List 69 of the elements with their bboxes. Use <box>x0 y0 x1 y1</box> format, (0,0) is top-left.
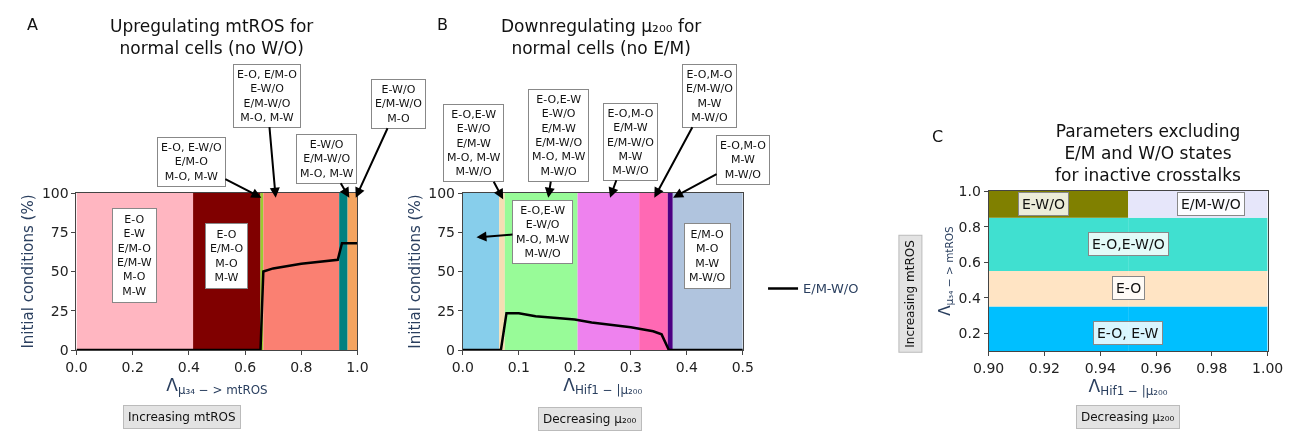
x-tick-label: 0.90 <box>973 359 1005 376</box>
annotation: E-O,M-O E/M-W/O M-W M-W/O <box>686 68 734 124</box>
annotation: E-W/O E/M-W/O M-O <box>375 83 423 125</box>
x-tick-label: 0.96 <box>1140 359 1172 376</box>
x-tick-label: 0.4 <box>675 358 699 375</box>
chart-title: Downregulating μ₂₀₀ for normal cells (no E/M) <box>501 16 702 59</box>
band-label: E-O E/M-O M-O M-W <box>210 228 244 284</box>
y-tick-label: 0.6 <box>958 254 981 271</box>
line-series <box>76 242 358 351</box>
y-tick-label: 25 <box>50 302 69 319</box>
annotation: E-O,E-W E-W/O E/M-W E/M-W/O M-O, M-W M-W/O <box>532 93 586 178</box>
x-tick-label: 1.00 <box>1252 359 1284 376</box>
y-tick-label: 50 <box>437 263 455 280</box>
text: B <box>437 15 448 34</box>
x-tick-label: 0.0 <box>451 358 474 375</box>
y-axis-title: Initial conditions (%) <box>19 194 38 349</box>
y-tick-label: 75 <box>437 224 455 241</box>
x-tick-label: 0.2 <box>563 358 586 375</box>
x-tick-label: 0.6 <box>233 358 257 375</box>
annotation: E-O,E-W E-W/O M-O, M-W M-W/O <box>516 204 570 260</box>
text: C <box>932 127 944 146</box>
y-axis-title: Initial conditions (%) <box>405 194 424 349</box>
annotation: E-O, E/M-O E-W/O E/M-W/O M-O, M-W <box>237 68 298 124</box>
annotation: E-O, E-W <box>1097 325 1159 341</box>
x-tick-label: 1.0 <box>346 358 369 375</box>
x-tick-label: 0.2 <box>121 358 144 375</box>
annotation: E/M-W/O <box>1181 196 1241 212</box>
line-series <box>462 311 743 351</box>
annotation: E-O,M-O E/M-W E/M-W/O M-W M-W/O <box>607 107 655 178</box>
x-tick-label: 0.0 <box>65 358 88 375</box>
y-tick-label: 0.2 <box>958 325 981 342</box>
x-tick-label: 0.98 <box>1196 359 1228 376</box>
x-tick-label: 0.5 <box>731 358 754 375</box>
y-tick-label: 75 <box>50 224 69 241</box>
y-tick-label: 0 <box>446 341 455 358</box>
x-tick-label: 0.4 <box>177 358 201 375</box>
band-label: E/M-O M-O M-W M-W/O <box>689 228 726 284</box>
y-tick-label: 25 <box>437 302 455 319</box>
annotation: E-O, E-W/O E/M-O M-O, M-W <box>161 141 222 183</box>
chart-title: Upregulating mtROS for normal cells (no W/O) <box>110 16 314 59</box>
y-tick-label: 100 <box>41 184 69 201</box>
x-tick-label: 0.3 <box>619 358 642 375</box>
y-tick-label: 0.4 <box>958 289 981 306</box>
y-tick-label: 50 <box>50 263 69 280</box>
annotation: E-W/O E/M-W/O M-O, M-W <box>300 138 354 180</box>
text: A <box>27 15 38 34</box>
x-tick-label: 0.94 <box>1084 359 1116 376</box>
x-axis-title: Λ$_{Hif1 − |μ₂₀₀}$ <box>563 374 643 398</box>
annotation: E-O <box>1116 280 1142 296</box>
annotation: E-O,E-W E-W/O E/M-W M-O, M-W M-W/O <box>447 108 501 179</box>
annotation: E-W/O <box>1022 196 1065 212</box>
x-tick-label: 0.8 <box>290 358 313 375</box>
x-tick-label: 0.1 <box>507 358 530 375</box>
annotation: E-O,E-W/O <box>1092 236 1165 252</box>
annotation: E-O,M-O M-W M-W/O <box>720 139 767 181</box>
x-tick-label: 0.92 <box>1028 359 1061 376</box>
band-label: E-O E-W E/M-O E/M-W M-O M-W <box>117 213 152 298</box>
text: Decreasing μ₂₀₀ <box>543 412 637 426</box>
text: Increasing mtROS <box>903 240 918 348</box>
y-tick-label: 0 <box>59 341 69 358</box>
x-axis-title: Λ$_{μ₃₄ − > mtROS}$ <box>166 374 268 398</box>
text: Decreasing μ₂₀₀ <box>1081 410 1175 424</box>
y-tick-label: 0.8 <box>958 218 981 235</box>
legend-label: E/M-W/O <box>803 281 859 297</box>
text: Increasing mtROS <box>128 410 236 424</box>
y-tick-label: 100 <box>428 184 455 201</box>
chart-title: Parameters excluding E/M and W/O states for inactive crosstalks <box>1055 121 1242 186</box>
y-tick-label: 1.0 <box>958 182 981 199</box>
x-axis-title: Λ$_{Hif1 − |μ₂₀₀}$ <box>1088 375 1168 399</box>
